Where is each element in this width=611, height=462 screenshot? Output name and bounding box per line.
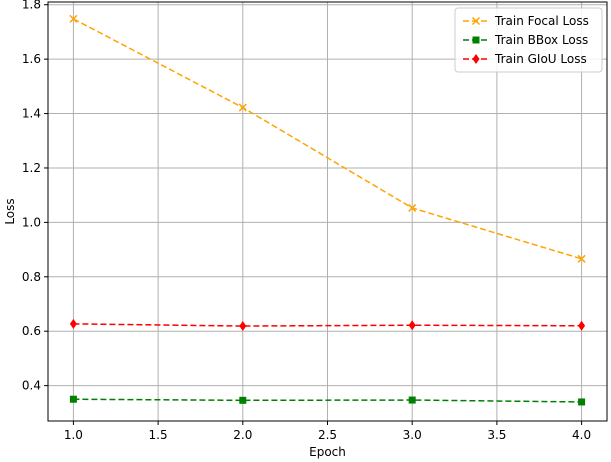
train-bbox-loss-point: [578, 398, 586, 406]
legend-train-focal-loss-marker: [471, 16, 481, 26]
train-giou-loss-point: [69, 318, 77, 329]
ticks-layer: 1.0 1.5 2.0 2.5 3.0 3.5 4.0 0.4 0.6 0.8 1.0 1.2 1.4 1…: [22, 0, 591, 442]
y-tick-label: 1.6: [22, 52, 41, 66]
train-focal-loss-point: [408, 203, 417, 212]
y-tick-label: 0.6: [22, 324, 41, 338]
legend-train-bbox-loss-marker: [472, 36, 480, 44]
series-layer: [69, 14, 586, 406]
legend: Train Focal Loss Train BBox Loss Train GIo…: [454, 7, 603, 73]
y-tick-label: 1.4: [22, 107, 41, 121]
x-tick-label: 4.0: [572, 428, 591, 442]
y-tick-label: 1.2: [22, 161, 41, 175]
train-bbox-loss-point: [69, 395, 77, 403]
train-bbox-loss-point: [408, 396, 416, 404]
x-axis-title: Epoch: [309, 445, 346, 459]
train-giou-loss-point: [239, 321, 247, 332]
legend-train-giou-loss-label: Train GIoU Loss: [494, 52, 587, 66]
train-focal-loss-point: [577, 254, 586, 263]
x-tick-label: 1.5: [149, 428, 168, 442]
train-focal-loss-line: [73, 18, 582, 260]
y-tick-label: 0.8: [22, 270, 41, 284]
train-bbox-loss-point: [239, 396, 247, 404]
train-bbox-loss-line: [73, 398, 582, 403]
x-tick-label: 2.0: [233, 428, 252, 442]
train-giou-loss-point: [408, 320, 416, 331]
train-focal-loss-point: [69, 14, 78, 23]
train-giou-loss-point: [578, 320, 586, 331]
x-tick-label: 2.5: [318, 428, 337, 442]
y-tick-label: 0.4: [22, 379, 41, 393]
train-focal-loss-point: [238, 103, 247, 112]
legend-box: [454, 7, 603, 73]
legend-train-giou-loss-marker: [472, 54, 480, 64]
y-axis-title: Loss: [3, 198, 17, 224]
x-tick-label: 1.0: [64, 428, 83, 442]
x-tick-label: 3.0: [403, 428, 422, 442]
legend-train-focal-loss-label: Train Focal Loss: [494, 14, 589, 28]
train-giou-loss-line: [73, 323, 582, 327]
x-tick-label: 3.5: [487, 428, 506, 442]
y-tick-label: 1.0: [22, 215, 41, 229]
legend-train-bbox-loss-label: Train BBox Loss: [494, 33, 588, 47]
y-tick-label: 1.8: [22, 0, 41, 12]
